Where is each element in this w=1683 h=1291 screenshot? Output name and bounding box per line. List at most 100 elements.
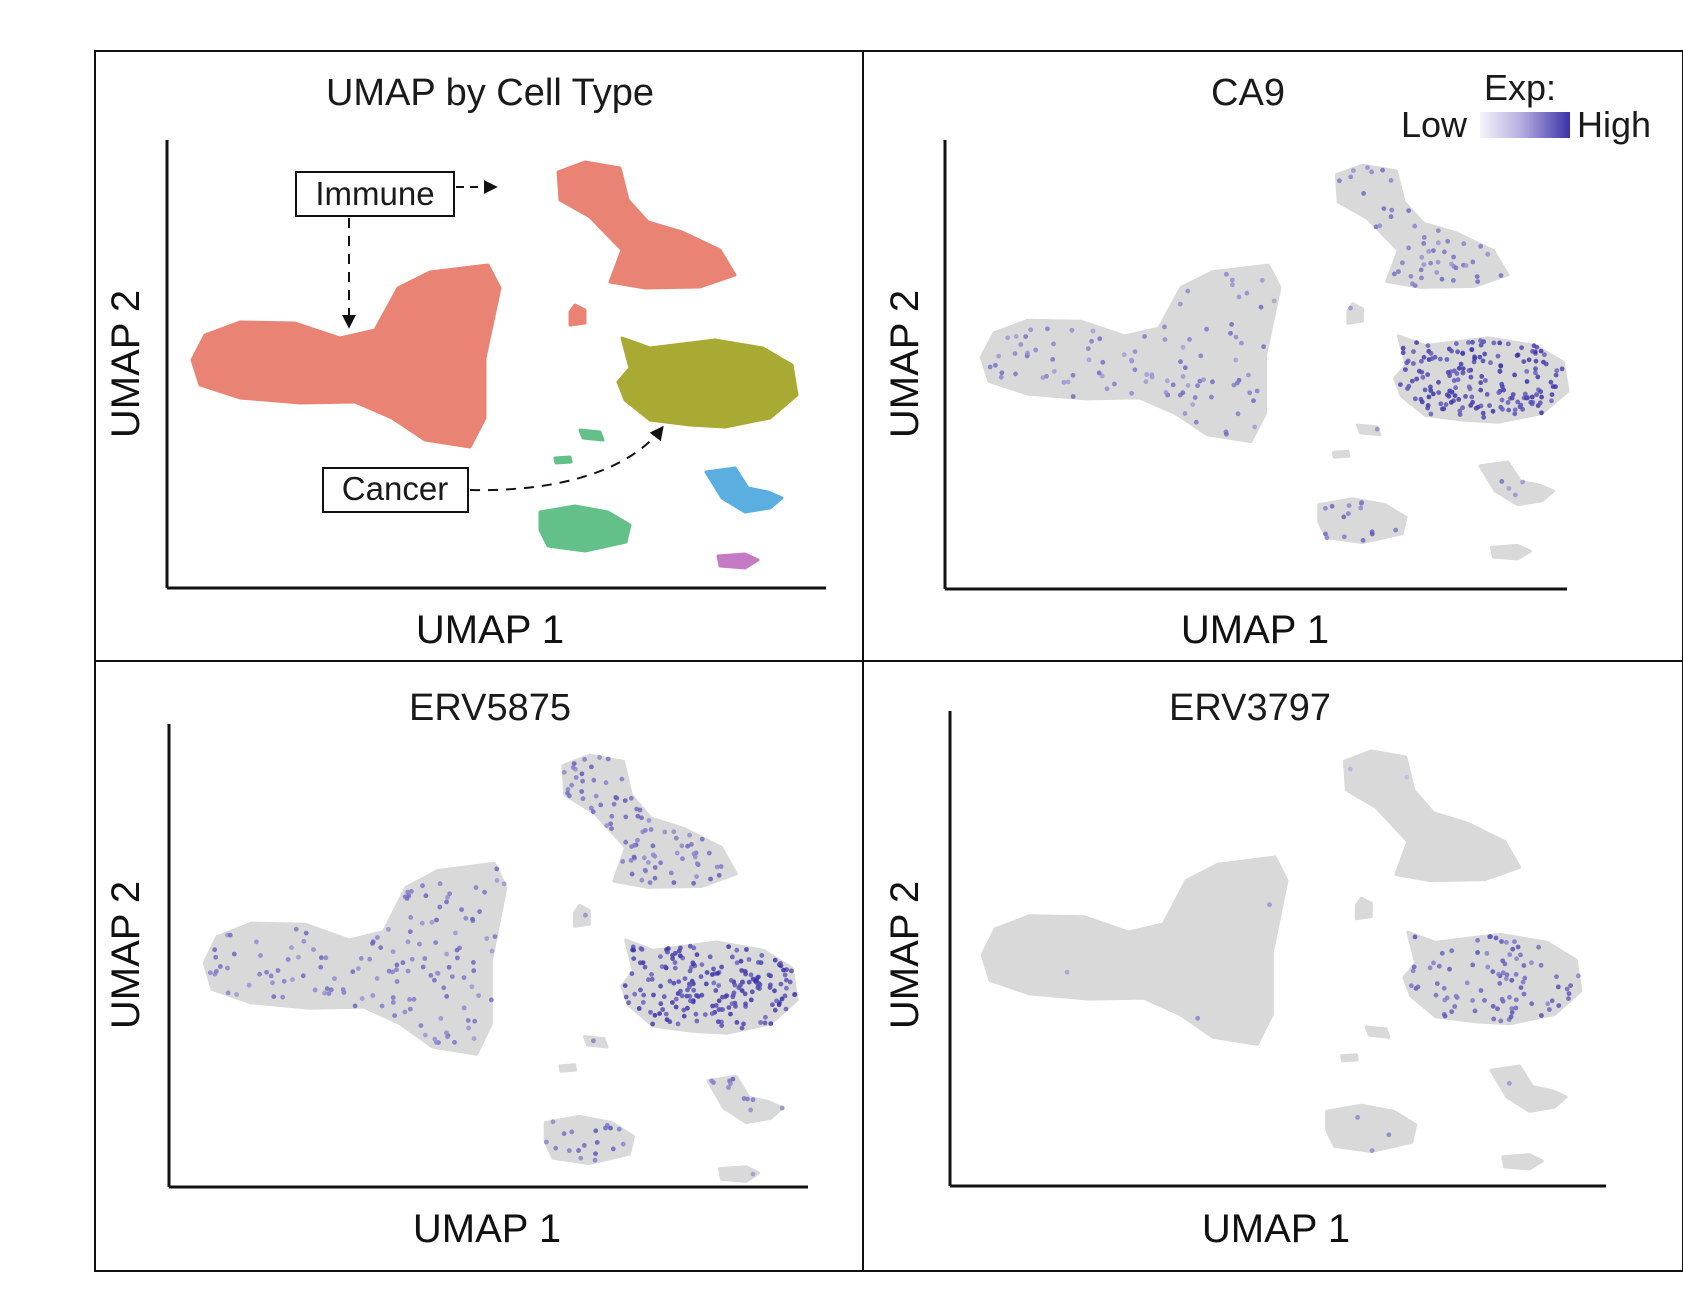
cell-point [572, 318, 576, 322]
expression-point [783, 1006, 789, 1012]
cell-point [744, 560, 749, 565]
expression-point [455, 955, 460, 961]
expression-point [1388, 214, 1394, 220]
expression-point [614, 795, 620, 801]
cluster-immune-upper [1342, 749, 1522, 883]
expression-point [1434, 270, 1440, 275]
expression-point [1400, 350, 1406, 356]
expression-point [1469, 347, 1475, 352]
cell-point [779, 397, 783, 401]
expression-point [1520, 479, 1525, 485]
panel-erv3797: ERV3797 UMAP 1 UMAP 2 [883, 687, 1606, 1251]
expression-point [581, 1143, 587, 1148]
expression-point [685, 843, 690, 849]
expression-point [471, 968, 477, 974]
expression-point [628, 795, 634, 801]
expression-point [1411, 361, 1416, 366]
expression-point [661, 994, 667, 1000]
expression-point [582, 757, 587, 762]
expression-point [676, 948, 682, 954]
cluster-cluster-violet [1490, 543, 1532, 561]
x-axis-label: UMAP 1 [413, 1207, 561, 1251]
expression-point [648, 827, 654, 832]
expression-point [622, 798, 628, 803]
expression-point [1436, 963, 1442, 969]
expression-point [1404, 774, 1410, 780]
expression-point [1392, 271, 1397, 277]
expression-point [1099, 373, 1105, 379]
expression-point [691, 880, 696, 886]
expression-point [1504, 972, 1510, 978]
expression-point [632, 991, 638, 997]
expression-point [300, 973, 306, 979]
expression-point [1204, 326, 1209, 332]
expression-point [1455, 377, 1461, 383]
legend-low-label: Low [1401, 104, 1468, 145]
expression-point [225, 990, 231, 996]
expression-point [631, 854, 637, 860]
expression-point [583, 912, 588, 918]
expression-point [709, 1011, 715, 1016]
expression-point [1478, 988, 1484, 993]
expression-point [671, 829, 677, 835]
expression-point [567, 793, 572, 799]
expression-point [1451, 254, 1456, 260]
cell-point [555, 460, 559, 464]
cell-point [696, 351, 700, 355]
expression-point [622, 983, 628, 988]
expression-point [1230, 282, 1235, 288]
expression-point [207, 970, 213, 976]
expression-point [1244, 290, 1250, 296]
expression-point [422, 1032, 428, 1038]
expression-point [580, 778, 585, 784]
expression-point [1033, 347, 1039, 353]
expression-point [296, 954, 301, 960]
cell-point [729, 497, 733, 502]
expression-point [634, 806, 640, 812]
expression-point [1428, 351, 1434, 356]
expression-point [626, 1000, 631, 1006]
expression-point [1341, 514, 1347, 520]
expression-point [1553, 372, 1559, 378]
expression-point [729, 1001, 735, 1006]
expression-point [662, 829, 668, 835]
cell-point [722, 556, 726, 561]
expression-point [1483, 378, 1488, 383]
cluster-cancer [620, 938, 799, 1035]
expression-point [1493, 935, 1499, 941]
expression-point [1481, 339, 1487, 345]
cell-point [474, 388, 478, 392]
cluster-speck-a [582, 1035, 609, 1049]
expression-point [213, 954, 219, 960]
immune-annotation-label: Immune [315, 175, 434, 212]
expression-point [709, 1078, 714, 1084]
expression-point [1518, 402, 1524, 408]
expression-point [691, 987, 697, 993]
expression-point [1369, 531, 1375, 537]
expression-point [550, 1119, 556, 1125]
expression-point [1498, 1018, 1504, 1024]
expression-point [1498, 273, 1504, 278]
expression-point [730, 994, 736, 1000]
expression-point [728, 1081, 733, 1087]
cell-point [717, 475, 721, 479]
expression-point [246, 982, 252, 988]
expression-point [682, 976, 688, 981]
expression-point [726, 944, 731, 950]
cell-point [724, 420, 728, 424]
expression-point [781, 967, 786, 973]
expression-point [1475, 950, 1480, 955]
expression-point [1515, 399, 1521, 405]
expression-point [326, 991, 332, 996]
expression-point [1411, 964, 1417, 970]
expression-point [553, 1145, 559, 1151]
expression-point [739, 968, 745, 973]
expression-point [1393, 527, 1399, 533]
cell-point [560, 456, 564, 460]
expression-point [1419, 254, 1425, 260]
expression-point [449, 974, 455, 979]
expression-point [1444, 995, 1450, 1001]
expression-point [1398, 382, 1403, 387]
expression-point [1182, 365, 1188, 371]
